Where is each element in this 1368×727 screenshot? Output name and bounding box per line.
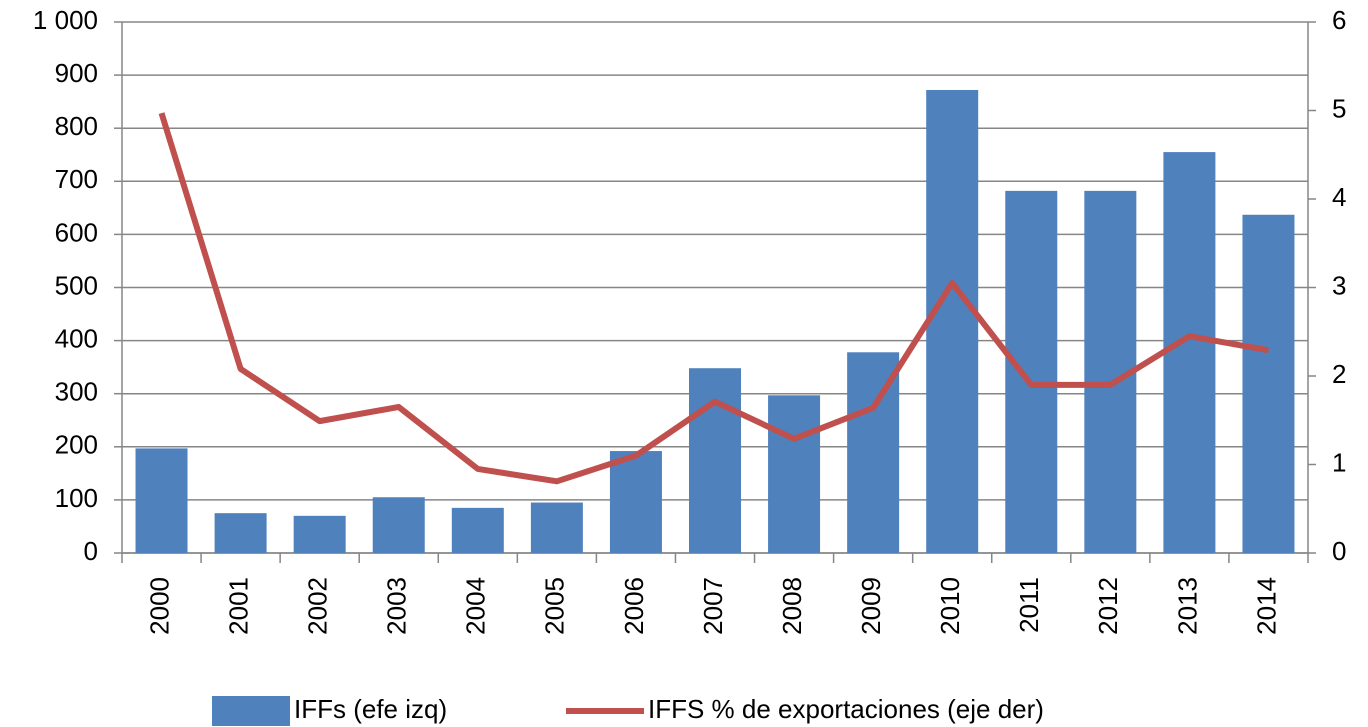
x-tick-label: 2005 [540,577,570,635]
bar [1005,190,1058,553]
line [158,112,1269,485]
y-tick-label: 300 [55,377,98,407]
y2-tick-label: 1 [1332,447,1346,477]
x-tick-label: 2008 [777,577,807,635]
bar [372,497,425,553]
bar [530,502,583,553]
y2-tick-label: 2 [1332,359,1346,389]
y2-tick-label: 5 [1332,93,1346,123]
y-tick-label: 100 [55,483,98,513]
bar [926,89,979,553]
bar [451,507,504,553]
y-tick-label: 500 [55,270,98,300]
legend-label: IFFS % de exportaciones (eje der) [648,694,1044,724]
x-tick-label: 2009 [856,577,886,635]
bar [609,451,662,553]
y2-tick-label: 3 [1332,270,1346,300]
bar [768,395,821,553]
legend-swatch [212,696,290,726]
bar [135,448,188,553]
x-tick-label: 2007 [698,577,728,635]
y-tick-label: 600 [55,217,98,247]
x-tick-label: 2004 [461,577,491,635]
y2-tick-label: 4 [1332,182,1346,212]
bar [293,515,346,553]
x-tick-label: 2003 [382,577,412,635]
x-tick-label: 2012 [1093,577,1123,635]
x-tick-label: 2002 [303,577,333,635]
y2-tick-label: 0 [1332,536,1346,566]
y-tick-label: 700 [55,164,98,194]
y-tick-label: 200 [55,430,98,460]
x-tick-label: 2000 [144,577,174,635]
x-tick-label: 2014 [1251,577,1281,635]
bar [689,368,741,553]
y-tick-label: 900 [55,58,98,88]
x-tick-label: 2010 [935,577,965,635]
bar [1242,214,1295,554]
y-tick-label: 800 [55,111,98,141]
x-tick-label: 2013 [1172,577,1202,635]
y-tick-label: 400 [55,323,98,353]
y-tick-label: 0 [84,536,98,566]
x-tick-label: 2011 [1014,577,1044,633]
bar [1163,152,1216,553]
bar [214,513,267,553]
legend-label: IFFs (efe izq) [294,694,447,724]
y2-tick-label: 6 [1332,5,1346,35]
x-tick-label: 2006 [619,577,649,635]
y-tick-label: 1 000 [33,5,98,35]
x-tick-label: 2001 [223,577,253,635]
